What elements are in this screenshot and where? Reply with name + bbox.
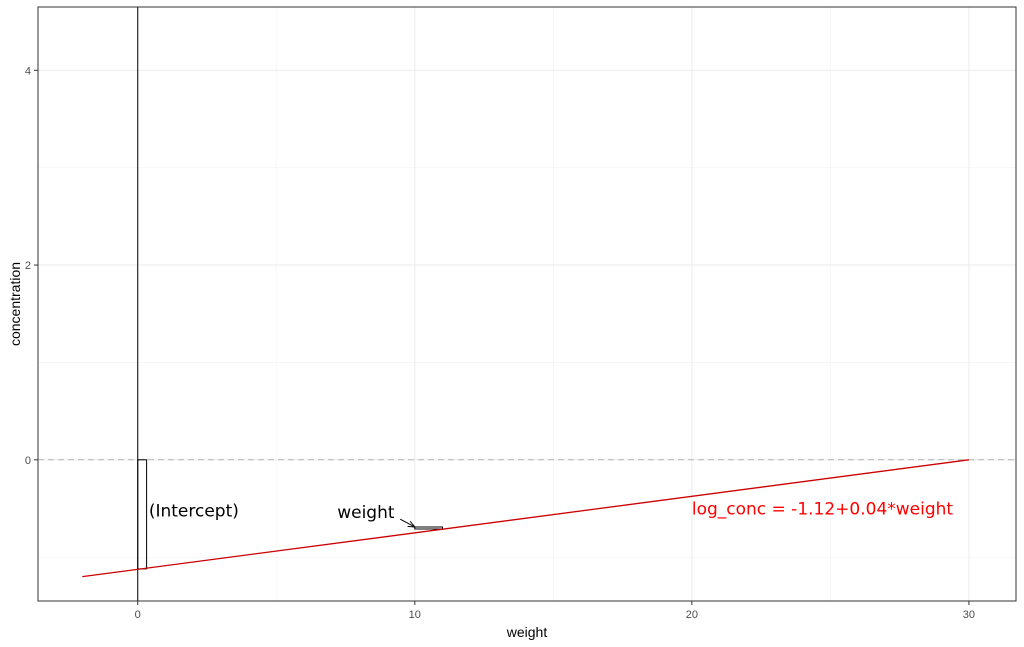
annotation-label-0: (Intercept) bbox=[149, 501, 239, 521]
y-tick-label: 0 bbox=[25, 455, 31, 467]
series bbox=[82, 459, 969, 578]
x-tick-label: 10 bbox=[409, 609, 421, 621]
annotations: (Intercept) weight log_conc = -1.12+0.04*w… bbox=[149, 499, 954, 527]
x-tick-label: 20 bbox=[686, 609, 698, 621]
fitted-line bbox=[82, 459, 969, 578]
annotation-label-2: log_conc = -1.12+0.04*weight bbox=[692, 499, 954, 519]
weight-slope-bar bbox=[414, 526, 443, 530]
y-axis-title: concentration bbox=[7, 262, 23, 346]
x-tick-label: 0 bbox=[135, 609, 141, 621]
axis-ticks: 0 10 20 30 0 2 4 bbox=[25, 65, 975, 621]
x-axis-title: weight bbox=[506, 624, 548, 640]
annotation-arrow bbox=[399, 518, 415, 527]
annotation-label-1: weight bbox=[337, 503, 395, 523]
y-tick-label: 4 bbox=[25, 65, 31, 77]
x-tick-label: 30 bbox=[963, 609, 975, 621]
y-tick-label: 2 bbox=[25, 260, 31, 272]
grid-minor bbox=[38, 7, 1016, 601]
panel-border bbox=[37, 6, 1017, 602]
intercept-bar bbox=[137, 459, 148, 570]
